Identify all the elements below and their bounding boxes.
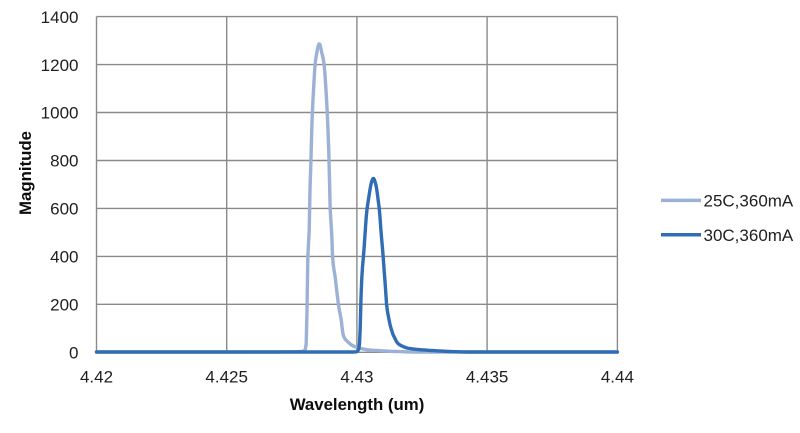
svg-text:1200: 1200 (41, 56, 79, 75)
svg-text:Wavelength (um): Wavelength (um) (290, 395, 425, 414)
svg-text:4.43: 4.43 (340, 368, 373, 387)
svg-text:0: 0 (69, 344, 78, 363)
svg-text:1000: 1000 (41, 104, 79, 123)
svg-text:30C,360mA: 30C,360mA (704, 226, 794, 245)
svg-text:600: 600 (50, 200, 78, 219)
svg-text:4.44: 4.44 (601, 368, 634, 387)
svg-text:400: 400 (50, 248, 78, 267)
svg-text:4.42: 4.42 (80, 368, 113, 387)
svg-text:1400: 1400 (41, 8, 79, 27)
svg-text:25C,360mA: 25C,360mA (704, 191, 794, 210)
svg-text:4.435: 4.435 (466, 368, 509, 387)
svg-text:4.425: 4.425 (205, 368, 248, 387)
svg-text:800: 800 (50, 152, 78, 171)
svg-text:Magnitude: Magnitude (16, 131, 35, 215)
svg-text:200: 200 (50, 296, 78, 315)
